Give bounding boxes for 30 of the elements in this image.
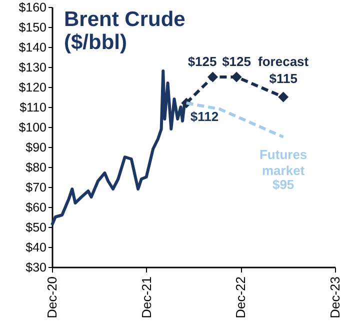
x-tick-label: Dec-21 [138,276,154,318]
series-label: Futures market [259,147,308,178]
point [278,92,289,102]
y-tick-label: $90 [26,140,47,154]
y-tick-label: $130 [18,60,47,74]
text: ($/bbl) [64,31,127,54]
point [208,72,218,82]
data-label: $125 [222,54,251,69]
y-tick-label: $30 [26,260,47,274]
y-tick-label: $160 [18,0,47,14]
data-label: $125 [188,54,217,69]
y-tick-label: $100 [18,120,47,134]
y-tick-label: $140 [18,40,47,54]
y-tick-label: $60 [26,200,47,214]
y-tick-label: $120 [18,80,47,94]
data-label: $115 [269,71,298,86]
x-tick-label: Dec-22 [233,276,248,318]
y-tick-label: $150 [18,20,47,34]
y-tick-label: $80 [26,160,47,174]
y-tick-label: $70 [26,180,47,194]
point [231,72,242,82]
x-tick-label: Dec-20 [44,276,60,318]
data-label: $95 [272,177,294,192]
data-label: $112 [190,109,219,124]
y-tick-label: $110 [20,100,47,114]
y-tick-label: $50 [26,220,47,234]
y-tick-label: $40 [26,240,47,254]
x-tick-label: Dec-23 [328,276,342,318]
series-label: forecast [258,54,310,69]
chart-title: Brent Crude [64,8,186,31]
